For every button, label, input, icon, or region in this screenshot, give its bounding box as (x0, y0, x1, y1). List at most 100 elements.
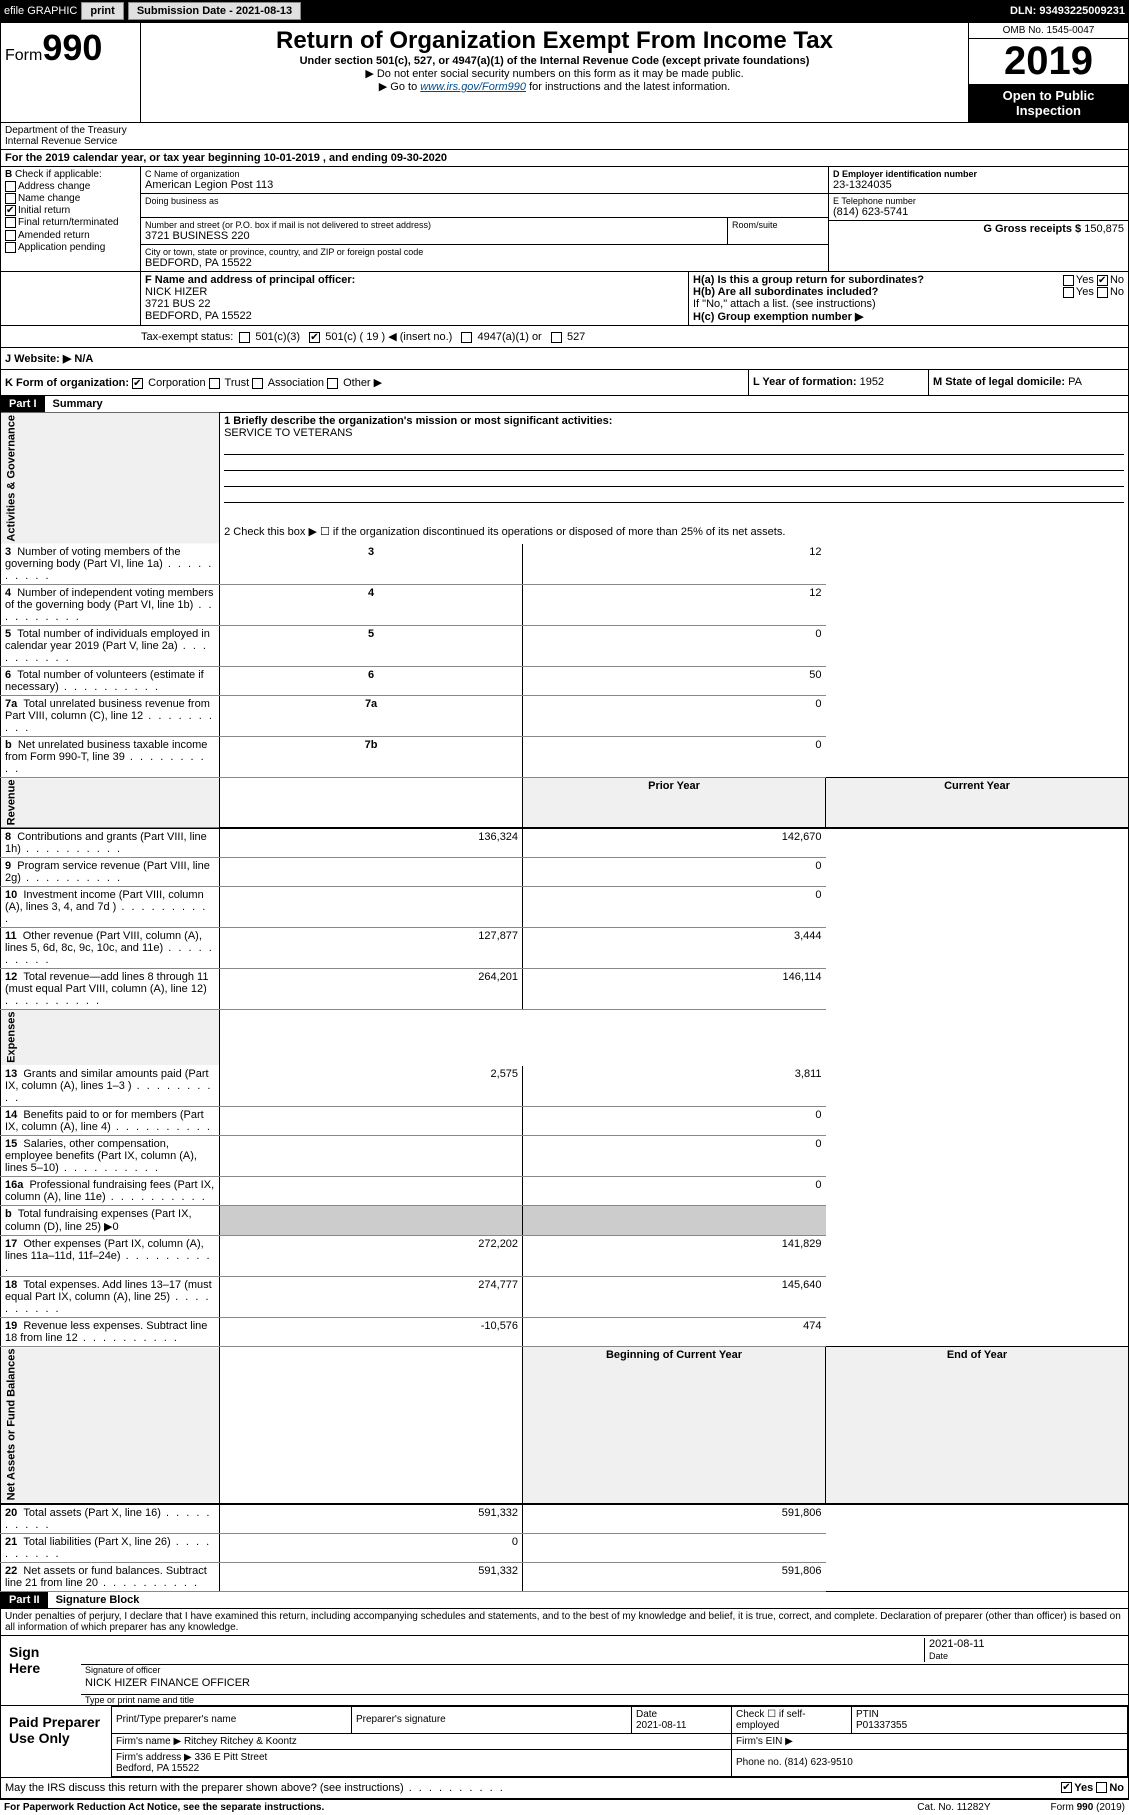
hb-note: If "No," attach a list. (see instruction… (693, 298, 1124, 310)
firm-name: Ritchey Ritchey & Koontz (184, 1736, 297, 1747)
note-goto: ▶ Go to www.irs.gov/Form990 for instruct… (145, 80, 964, 93)
ha-yes-checkbox[interactable] (1063, 275, 1074, 286)
tax-exempt-checkbox[interactable] (309, 332, 320, 343)
goto-link[interactable]: www.irs.gov/Form990 (420, 81, 526, 93)
perjury-text: Under penalties of perjury, I declare th… (0, 1609, 1129, 1636)
firm-name-label: Firm's name ▶ (116, 1736, 181, 1747)
box-c-name: C Name of organization American Legion P… (141, 167, 828, 194)
ptin-val: P01337355 (856, 1720, 907, 1731)
dept-row: Department of the Treasury Internal Reve… (0, 123, 1129, 150)
box-b-item[interactable]: Address change (5, 181, 136, 192)
prep-check-label: Check ☐ if self-employed (732, 1706, 852, 1733)
f-name: NICK HIZER (145, 286, 684, 298)
city-val: BEDFORD, PA 15522 (145, 257, 824, 269)
part2-title: Signature Block (48, 1594, 140, 1606)
room-suite: Room/suite (728, 218, 828, 245)
box-b-item[interactable]: Initial return (5, 205, 136, 216)
goto-post: for instructions and the latest informat… (526, 81, 730, 93)
ha-no-checkbox[interactable] (1097, 275, 1108, 286)
hb-no-checkbox[interactable] (1097, 287, 1108, 298)
box-b-label: Check if applicable: (15, 169, 102, 180)
box-b-item[interactable]: Name change (5, 193, 136, 204)
col-prior: Prior Year (523, 777, 826, 828)
q1-label: 1 Briefly describe the organization's mi… (224, 415, 612, 427)
box-b-item[interactable]: Final return/terminated (5, 217, 136, 228)
footer-year: 2019 (1099, 1802, 1121, 1813)
discuss-yes-checkbox[interactable] (1061, 1782, 1072, 1793)
box-i: Tax-exempt status: 501(c)(3) 501(c) ( 19… (0, 326, 1129, 348)
g-val: 150,875 (1084, 223, 1124, 235)
box-c-city: City or town, state or province, country… (141, 245, 828, 271)
section-netassets: Net Assets or Fund Balances (1, 1346, 220, 1503)
tax-exempt-checkbox[interactable] (551, 332, 562, 343)
discuss-yes: Yes (1074, 1782, 1093, 1794)
section-governance: Activities & Governance (1, 413, 220, 544)
dba-label: Doing business as (145, 196, 824, 206)
form-header: Form990 Return of Organization Exempt Fr… (0, 22, 1129, 123)
officer-name: NICK HIZER FINANCE OFFICER (85, 1677, 250, 1689)
sig-officer-label: Signature of officer (81, 1665, 1128, 1675)
sign-date: 2021-08-11 (929, 1638, 984, 1650)
sign-date-label: Date (929, 1651, 948, 1661)
form-990: 990 (42, 27, 102, 68)
box-b: B Check if applicable: Address changeNam… (1, 167, 141, 271)
part1-header: Part I Summary (0, 396, 1129, 413)
m-val: PA (1068, 376, 1082, 388)
prep-date: 2021-08-11 (636, 1720, 686, 1731)
box-e: E Telephone number (814) 623-5741 (829, 194, 1128, 221)
firm-addr-label: Firm's address ▶ (116, 1752, 192, 1763)
room-label: Room/suite (732, 220, 824, 230)
q1-val: SERVICE TO VETERANS (224, 427, 352, 439)
submission-date: Submission Date - 2021-08-13 (128, 2, 301, 20)
officer-row: F Name and address of principal officer:… (0, 272, 1129, 326)
col-current: Current Year (826, 777, 1129, 828)
preparer-block: Paid Preparer Use Only Print/Type prepar… (0, 1706, 1129, 1778)
tax-year: 2019 (969, 39, 1128, 84)
discuss-row: May the IRS discuss this return with the… (0, 1778, 1129, 1799)
phone-label: Phone no. (736, 1757, 782, 1768)
f-addr1: 3721 BUS 22 (145, 298, 684, 310)
sign-here-label: Sign Here (1, 1636, 81, 1705)
d-val: 23-1324035 (833, 179, 1124, 191)
addr-val: 3721 BUSINESS 220 (145, 230, 723, 242)
l-val: 1952 (860, 376, 884, 388)
tax-exempt-checkbox[interactable] (461, 332, 472, 343)
form-title: Return of Organization Exempt From Incom… (145, 27, 964, 55)
dept-treasury: Department of the Treasury Internal Reve… (5, 125, 145, 147)
goto-pre: ▶ Go to (379, 81, 420, 93)
discuss-no: No (1109, 1782, 1124, 1794)
footer-cat: Cat. No. 11282Y (917, 1802, 990, 1813)
discuss-q: May the IRS discuss this return with the… (5, 1782, 505, 1794)
discuss-no-checkbox[interactable] (1096, 1782, 1107, 1793)
box-b-item[interactable]: Amended return (5, 230, 136, 241)
form-org-checkbox[interactable] (252, 378, 263, 389)
print-button[interactable]: print (81, 2, 123, 20)
hc-label: H(c) Group exemption number ▶ (693, 311, 863, 323)
hb-yes-checkbox[interactable] (1063, 287, 1074, 298)
hb-no: No (1110, 286, 1124, 298)
firm-ein-label: Firm's EIN ▶ (732, 1733, 1128, 1749)
box-j: J Website: ▶ N/A (0, 348, 1129, 370)
e-label: E Telephone number (833, 196, 1124, 206)
form-subtitle: Under section 501(c), 527, or 4947(a)(1)… (145, 55, 964, 67)
form-org-checkbox[interactable] (209, 378, 220, 389)
form-org-checkbox[interactable] (132, 378, 143, 389)
box-c-dba: Doing business as (141, 194, 828, 218)
j-label: J Website: ▶ (5, 353, 71, 365)
footer-form-no: 990 (1077, 1802, 1094, 1813)
omb-number: OMB No. 1545-0047 (969, 23, 1128, 39)
form-org-checkbox[interactable] (327, 378, 338, 389)
prep-sig-label: Preparer's signature (352, 1706, 632, 1733)
box-f: F Name and address of principal officer:… (141, 272, 688, 325)
efile-label: efile GRAPHIC (4, 5, 77, 17)
city-label: City or town, state or province, country… (145, 247, 824, 257)
ha-label: H(a) Is this a group return for subordin… (693, 274, 924, 286)
officer-name-label: Type or print name and title (81, 1695, 1128, 1705)
footer-left: For Paperwork Reduction Act Notice, see … (4, 1802, 324, 1813)
part1-title: Summary (45, 398, 103, 410)
top-bar: efile GRAPHIC print Submission Date - 20… (0, 0, 1129, 22)
tax-exempt-checkbox[interactable] (239, 332, 250, 343)
k-label: K Form of organization: (5, 377, 129, 389)
j-val: N/A (74, 353, 93, 365)
box-b-item[interactable]: Application pending (5, 242, 136, 253)
